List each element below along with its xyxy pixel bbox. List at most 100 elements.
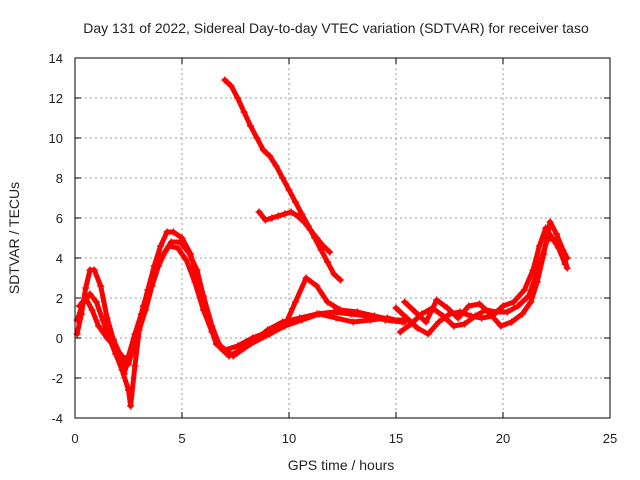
data-point bbox=[411, 308, 419, 316]
data-point bbox=[349, 318, 357, 326]
data-point bbox=[520, 286, 528, 294]
data-point bbox=[279, 174, 287, 182]
data-point bbox=[103, 314, 111, 322]
data-point bbox=[234, 342, 242, 350]
data-point bbox=[246, 122, 254, 130]
y-tick-label: -2 bbox=[51, 371, 63, 386]
data-point bbox=[112, 344, 120, 352]
y-tick-label: 0 bbox=[56, 331, 63, 346]
data-point bbox=[465, 302, 473, 310]
data-point bbox=[246, 340, 254, 348]
data-point bbox=[259, 146, 267, 154]
y-tick-label: 12 bbox=[49, 91, 63, 106]
data-point bbox=[302, 274, 310, 282]
data-point bbox=[118, 352, 126, 360]
data-point bbox=[413, 324, 421, 332]
data-point bbox=[217, 342, 225, 350]
x-tick-label: 15 bbox=[389, 431, 403, 446]
x-tick-label: 0 bbox=[71, 431, 78, 446]
data-point bbox=[396, 328, 404, 336]
data-point bbox=[353, 308, 361, 316]
data-point bbox=[332, 314, 340, 322]
data-point bbox=[478, 314, 486, 322]
x-axis-label: GPS time / hours bbox=[288, 457, 395, 473]
series-trace bbox=[76, 243, 412, 367]
data-point bbox=[313, 310, 321, 318]
data-point bbox=[407, 320, 415, 328]
data-point bbox=[300, 218, 308, 226]
data-point bbox=[125, 386, 132, 394]
data-point bbox=[454, 314, 462, 322]
data-point bbox=[118, 366, 126, 374]
data-point bbox=[86, 290, 94, 298]
data-point bbox=[281, 210, 289, 218]
data-series bbox=[73, 76, 571, 410]
data-point bbox=[298, 210, 306, 218]
data-point bbox=[82, 294, 90, 302]
series-track-7 bbox=[221, 76, 344, 284]
data-point bbox=[165, 242, 173, 250]
data-point bbox=[176, 238, 184, 246]
data-point bbox=[75, 302, 83, 310]
data-point bbox=[227, 82, 235, 90]
data-point bbox=[285, 186, 293, 194]
data-point bbox=[82, 284, 90, 292]
y-axis-label: SDTVAR / TECUs bbox=[6, 182, 22, 294]
data-point bbox=[546, 218, 554, 226]
data-point bbox=[471, 312, 479, 320]
data-point bbox=[401, 298, 409, 306]
data-point bbox=[503, 308, 511, 316]
data-point bbox=[508, 318, 516, 326]
data-point bbox=[92, 298, 100, 306]
data-point bbox=[330, 270, 338, 278]
x-tick-label: 10 bbox=[282, 431, 296, 446]
data-point bbox=[174, 244, 182, 252]
data-point bbox=[403, 314, 411, 322]
data-point bbox=[182, 256, 190, 264]
data-point bbox=[294, 212, 302, 220]
data-point bbox=[435, 318, 443, 326]
data-point bbox=[221, 76, 229, 84]
data-point bbox=[127, 402, 135, 410]
data-point bbox=[191, 278, 199, 286]
y-tick-label: 2 bbox=[56, 291, 63, 306]
data-point bbox=[163, 228, 171, 236]
data-point bbox=[527, 298, 535, 306]
data-point bbox=[131, 338, 139, 346]
data-point bbox=[559, 246, 567, 254]
data-point bbox=[291, 298, 299, 306]
data-point bbox=[313, 282, 321, 290]
y-tick-label: 8 bbox=[56, 171, 63, 186]
data-point bbox=[90, 266, 98, 274]
data-point bbox=[193, 266, 201, 274]
x-tick-label: 5 bbox=[178, 431, 185, 446]
chart-title: Day 131 of 2022, Sidereal Day-to-day VTE… bbox=[83, 20, 589, 36]
data-point bbox=[139, 302, 147, 310]
data-point bbox=[518, 310, 526, 318]
data-point bbox=[330, 308, 338, 316]
data-point bbox=[97, 282, 105, 290]
data-point bbox=[563, 254, 571, 262]
data-point bbox=[319, 242, 327, 250]
data-point bbox=[178, 234, 186, 242]
data-point bbox=[486, 310, 494, 318]
data-point bbox=[535, 242, 543, 250]
data-point bbox=[148, 274, 156, 282]
plot-frame bbox=[74, 57, 611, 419]
data-point bbox=[234, 94, 242, 102]
data-point bbox=[540, 250, 548, 258]
data-point bbox=[274, 212, 282, 220]
data-point bbox=[499, 302, 507, 310]
data-point bbox=[443, 304, 451, 312]
data-point bbox=[253, 134, 261, 142]
data-point bbox=[266, 330, 274, 338]
y-tick-label: 14 bbox=[49, 51, 63, 66]
data-point bbox=[553, 230, 560, 238]
data-point bbox=[281, 322, 289, 330]
y-tick-label: 10 bbox=[49, 131, 63, 146]
series-track-8 bbox=[255, 208, 334, 256]
data-point bbox=[103, 334, 111, 342]
data-point bbox=[326, 248, 334, 256]
data-point bbox=[99, 316, 107, 324]
data-point bbox=[287, 208, 295, 216]
